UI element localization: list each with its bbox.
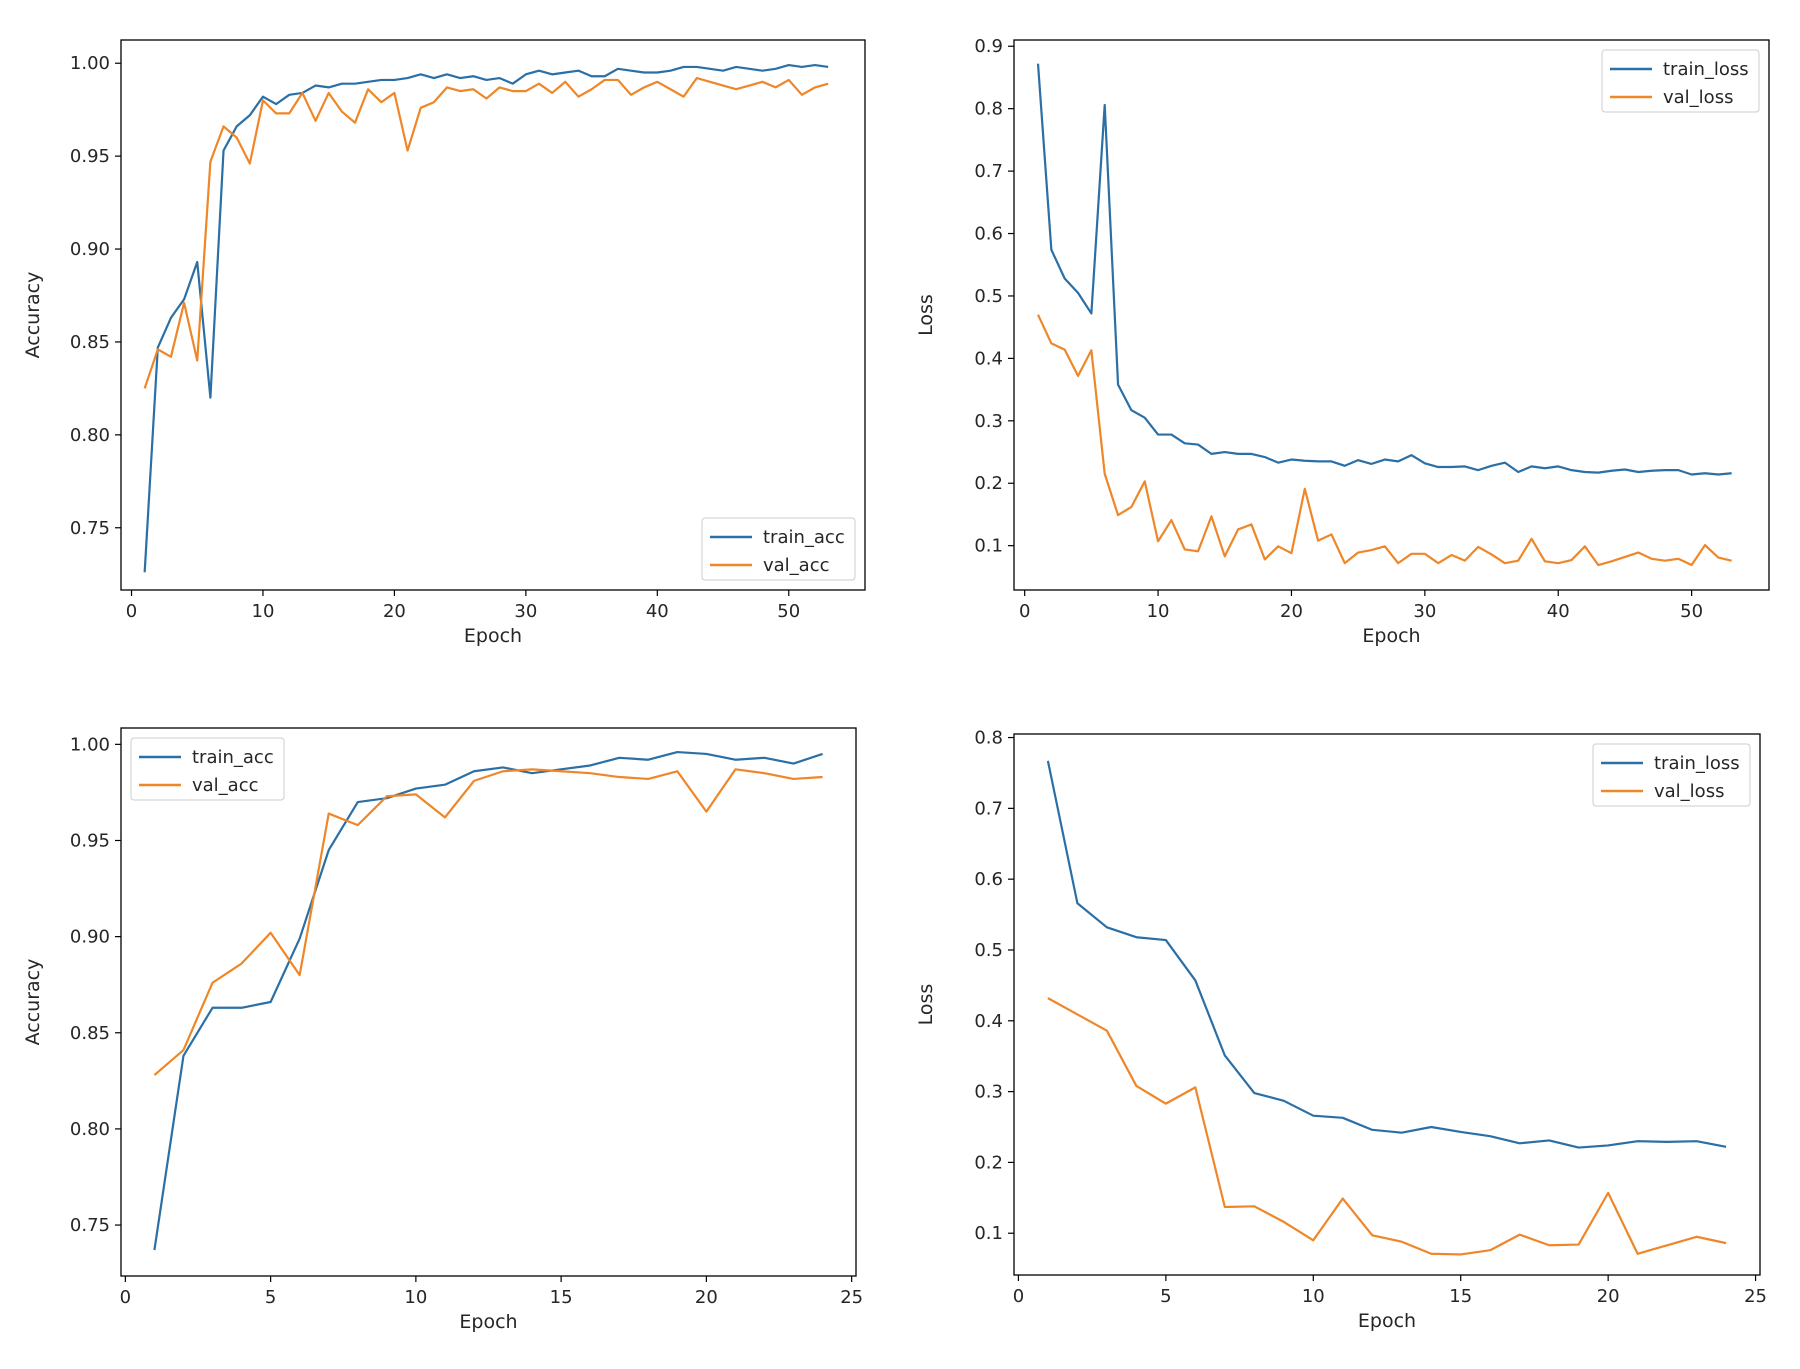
x-tick-label: 40 [646, 601, 669, 622]
legend-label-val_acc: val_acc [763, 555, 830, 576]
y-tick-label: 0.7 [974, 798, 1003, 819]
plot-frame [120, 727, 857, 1277]
x-tick-label: 25 [840, 1287, 863, 1308]
y-tick-label: 0.8 [974, 728, 1003, 749]
x-tick-label: 0 [120, 1287, 131, 1308]
legend-label-val_loss: val_loss [1654, 781, 1724, 802]
y-tick-label: 0.2 [974, 1152, 1003, 1173]
x-tick-label: 15 [1449, 1286, 1472, 1307]
x-tick-label: 10 [1302, 1286, 1325, 1307]
legend-label-train_loss: train_loss [1654, 753, 1740, 774]
legend-label-train_acc: train_acc [763, 527, 845, 548]
legend-label-val_acc: val_acc [192, 775, 259, 796]
y-tick-label: 0.85 [70, 1023, 110, 1044]
y-tick-label: 0.90 [70, 239, 110, 260]
x-axis-label: Epoch [1358, 1310, 1416, 1332]
legend-label-val_loss: val_loss [1663, 87, 1733, 108]
series-line-train_loss [1036, 63, 1732, 476]
x-tick-label: 10 [404, 1287, 427, 1308]
legend-label-train_acc: train_acc [192, 747, 274, 768]
y-tick-label: 0.75 [70, 1215, 110, 1236]
y-tick-label: 0.95 [70, 146, 110, 167]
plot-frame [1013, 39, 1770, 591]
series-line-val_acc [143, 76, 829, 389]
legend: train_acc val_acc [130, 737, 285, 801]
x-tick-label: 30 [1413, 601, 1436, 622]
plot-frame [120, 39, 866, 591]
y-tick-label: 0.1 [974, 1223, 1003, 1244]
x-tick-label: 20 [1280, 601, 1303, 622]
y-tick-label: 0.4 [974, 1011, 1003, 1032]
y-tick-label: 0.1 [974, 536, 1003, 557]
y-tick-label: 0.95 [70, 830, 110, 851]
x-tick-label: 50 [777, 601, 800, 622]
y-tick-label: 0.4 [974, 348, 1003, 369]
y-axis-label: Loss [915, 984, 937, 1026]
y-axis-label: Accuracy [22, 272, 44, 359]
y-tick-label: 0.5 [974, 286, 1003, 307]
y-tick-label: 0.7 [974, 161, 1003, 182]
x-tick-label: 20 [1597, 1286, 1620, 1307]
y-tick-label: 0.85 [70, 332, 110, 353]
series-line-val_loss [1047, 997, 1727, 1256]
y-tick-label: 0.2 [974, 473, 1003, 494]
y-tick-label: 0.80 [70, 1119, 110, 1140]
x-axis-label: Epoch [464, 625, 522, 647]
x-axis-label: Epoch [1362, 625, 1420, 647]
legend: train_loss val_loss [1592, 743, 1751, 807]
subplot-3: 0 5 10 15 20 25 0.75 0.80 0.85 0.90 0.95 1.00 Epoch A… [22, 727, 863, 1333]
y-tick-label: 1.00 [70, 53, 110, 74]
series-line-val_loss [1037, 314, 1732, 567]
y-tick-label: 0.6 [974, 224, 1003, 245]
x-tick-label: 0 [1019, 601, 1030, 622]
legend: train_loss val_loss [1601, 49, 1760, 113]
x-tick-label: 15 [550, 1287, 573, 1308]
subplot-1: 0 10 20 30 40 50 0.75 0.80 0.85 0.90 0.95 1.00 Epoch… [22, 39, 866, 647]
subplot-2: 0 10 20 30 40 50 0.1 0.2 0.3 0.4 0.5 0.6 0.7 0.8 0.9 Ep… [915, 36, 1770, 647]
series-line-val_acc [153, 768, 823, 1076]
subplot-4: 0 5 10 15 20 25 0.1 0.2 0.3 0.4 0.5 0.6 0.7 0.8 Epoch L… [915, 728, 1767, 1332]
x-tick-label: 0 [1013, 1286, 1024, 1307]
y-tick-label: 1.00 [70, 734, 110, 755]
x-tick-label: 0 [126, 601, 137, 622]
x-tick-label: 5 [1160, 1286, 1171, 1307]
x-tick-label: 25 [1744, 1286, 1767, 1307]
y-tick-label: 0.9 [974, 36, 1003, 57]
y-tick-label: 0.90 [70, 927, 110, 948]
x-tick-label: 50 [1680, 601, 1703, 622]
y-tick-label: 0.8 [974, 99, 1003, 120]
x-tick-label: 10 [252, 601, 275, 622]
series-line-train_acc [153, 750, 823, 1251]
y-tick-label: 0.80 [70, 425, 110, 446]
y-tick-label: 0.3 [974, 411, 1003, 432]
x-axis-label: Epoch [459, 1311, 517, 1333]
y-tick-label: 0.75 [70, 518, 110, 539]
y-tick-label: 0.5 [974, 940, 1003, 961]
x-tick-label: 20 [695, 1287, 718, 1308]
x-tick-label: 10 [1147, 601, 1170, 622]
y-tick-label: 0.6 [974, 869, 1003, 890]
x-tick-label: 30 [514, 601, 537, 622]
x-tick-label: 5 [265, 1287, 276, 1308]
y-axis-label: Loss [915, 294, 937, 336]
legend: train_acc val_acc [701, 517, 856, 581]
series-line-train_loss [1046, 760, 1727, 1149]
y-tick-label: 0.3 [974, 1082, 1003, 1103]
x-tick-label: 20 [383, 601, 406, 622]
legend-label-train_loss: train_loss [1663, 59, 1749, 80]
x-tick-label: 40 [1547, 601, 1570, 622]
plot-frame [1013, 733, 1761, 1276]
y-axis-label: Accuracy [22, 959, 44, 1046]
series-line-train_acc [143, 63, 829, 573]
